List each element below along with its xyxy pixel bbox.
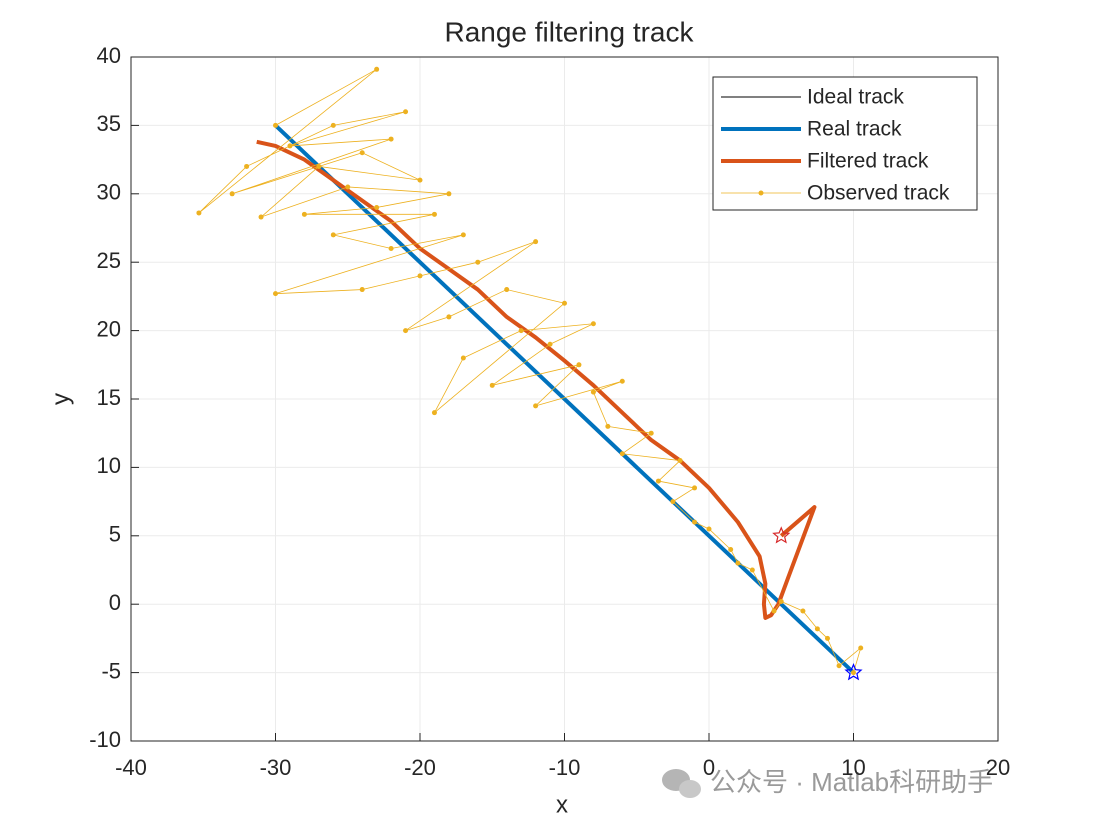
- observed-point: [316, 163, 322, 169]
- series-line: [274, 123, 855, 675]
- observed-point: [287, 143, 293, 149]
- y-tick-label: 30: [97, 180, 121, 205]
- y-tick-label: 15: [97, 385, 121, 410]
- observed-point: [677, 458, 683, 464]
- observed-point: [359, 150, 365, 156]
- y-tick-label: 5: [109, 522, 121, 547]
- legend-box: [712, 76, 978, 211]
- observed-point: [735, 560, 741, 566]
- observed-point: [374, 204, 380, 210]
- observed-point: [475, 259, 481, 265]
- observed-point: [460, 355, 466, 361]
- observed-point: [504, 287, 510, 293]
- observed-point: [692, 519, 698, 525]
- observed-point: [670, 499, 676, 505]
- observed-point: [655, 478, 661, 484]
- observed-point: [301, 211, 307, 217]
- star-marker: [844, 663, 863, 681]
- star-marker: [772, 526, 791, 544]
- y-tick-label: 10: [97, 453, 121, 478]
- x-tick-label: -30: [260, 755, 292, 780]
- observed-point: [518, 328, 524, 334]
- x-tick-label: 20: [986, 755, 1010, 780]
- observed-point: [778, 598, 784, 604]
- observed-point: [800, 608, 806, 614]
- observed-point: [858, 645, 864, 651]
- observed-point: [648, 430, 654, 436]
- observed-point: [330, 232, 336, 238]
- observed-point: [562, 300, 567, 306]
- legend-label: Real track: [807, 118, 902, 141]
- axes-box: [130, 56, 999, 742]
- y-tick-label: 25: [97, 248, 121, 273]
- observed-point: [605, 423, 611, 429]
- observed-point: [851, 670, 856, 676]
- y-tick-label: 20: [97, 316, 121, 341]
- observed-point: [489, 382, 495, 388]
- observed-point: [330, 122, 336, 128]
- x-tick-label: -10: [549, 755, 581, 780]
- observed-point: [258, 214, 264, 220]
- observed-point: [431, 410, 437, 416]
- observed-point: [403, 328, 409, 334]
- observed-point: [533, 239, 539, 245]
- observed-point: [814, 626, 820, 632]
- observed-point: [547, 341, 553, 347]
- observed-point: [196, 210, 202, 216]
- legend-swatch-point: [758, 190, 764, 196]
- watermark-icon: [662, 769, 701, 798]
- series-line: [198, 68, 862, 673]
- y-tick-label: 0: [109, 590, 121, 615]
- observed-point: [417, 177, 423, 183]
- x-tick-label: -20: [404, 755, 436, 780]
- legend-label: Filtered track: [807, 150, 929, 173]
- observed-point: [273, 122, 278, 128]
- observed-point: [576, 362, 582, 368]
- observed-point: [836, 663, 842, 669]
- y-axis-label: y: [47, 393, 74, 405]
- legend-label: Observed track: [807, 182, 950, 205]
- observed-point: [446, 191, 452, 197]
- observed-point: [345, 184, 351, 190]
- y-tick-label: -10: [89, 727, 121, 752]
- observed-point: [692, 485, 698, 491]
- x-tick-label: 10: [841, 755, 865, 780]
- observed-point: [359, 287, 365, 293]
- observed-point: [374, 66, 380, 72]
- observed-point: [431, 211, 437, 217]
- observed-point: [229, 191, 235, 197]
- legend-label: Ideal track: [807, 86, 904, 109]
- y-tick-label: 35: [97, 111, 121, 136]
- observed-point: [728, 546, 734, 552]
- x-tick-label: -40: [115, 755, 147, 780]
- observed-point: [706, 526, 712, 532]
- observed-point: [417, 273, 423, 279]
- observed-point: [771, 608, 777, 614]
- observed-point: [273, 291, 278, 297]
- observed-point: [590, 389, 596, 395]
- observed-point: [619, 451, 625, 457]
- chart-title: Range filtering track: [444, 16, 694, 47]
- observed-point: [824, 635, 830, 641]
- x-axis-label: x: [556, 791, 568, 818]
- observed-point: [533, 403, 539, 409]
- x-tick-label: 0: [703, 755, 715, 780]
- observed-point: [388, 136, 394, 142]
- observed-point: [403, 109, 409, 115]
- y-tick-label: -5: [101, 658, 121, 683]
- legend: Ideal track Real track Filtered track Obser…: [712, 76, 978, 211]
- observed-point: [749, 567, 755, 573]
- observed-point: [590, 321, 596, 327]
- observed-point: [388, 246, 394, 252]
- observed-point: [244, 163, 250, 169]
- series-line: [256, 139, 817, 620]
- watermark: 公众号 · Matlab科研助手: [710, 767, 993, 797]
- observed-point: [619, 378, 625, 384]
- observed-point: [446, 314, 452, 320]
- y-tick-label: 40: [97, 43, 121, 68]
- observed-point: [460, 232, 466, 238]
